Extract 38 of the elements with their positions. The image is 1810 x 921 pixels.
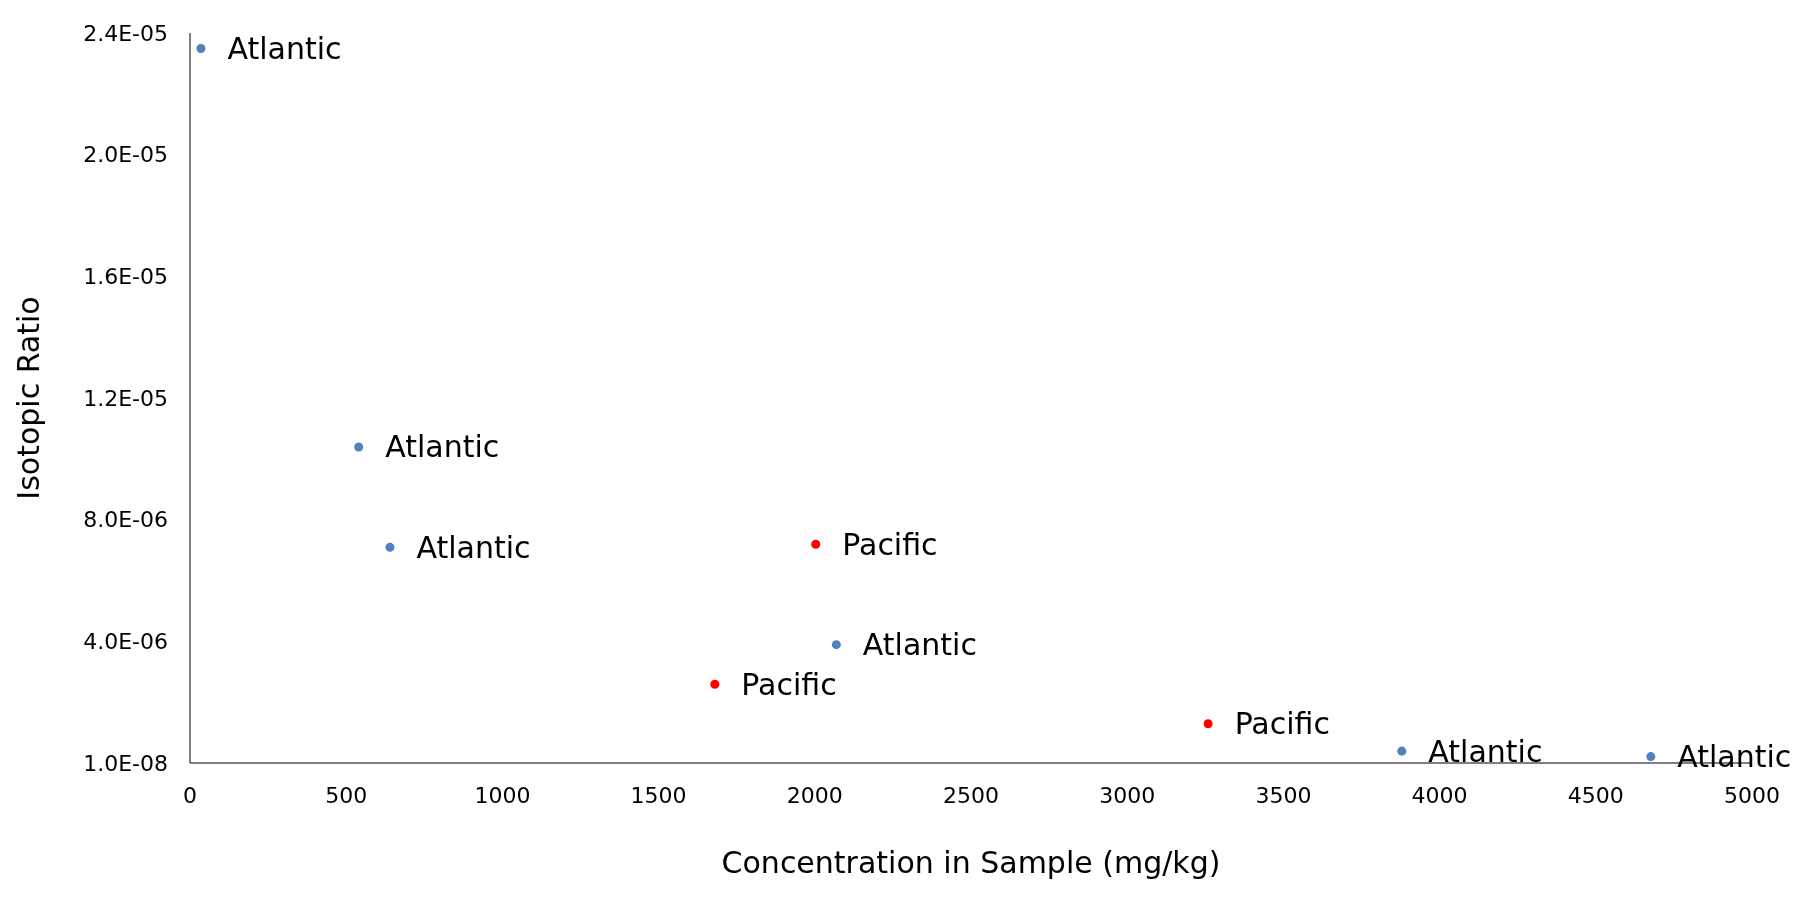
y-axis-title: Isotopic Ratio <box>10 296 46 500</box>
text: Pacific <box>1234 706 1330 742</box>
y-tick-label: 8.0E-06 <box>83 507 168 533</box>
text: Atlantic <box>416 529 531 565</box>
x-tick-label: 2000 <box>786 782 843 808</box>
text: Pacific <box>741 666 837 702</box>
x-tick-label: 3500 <box>1255 782 1312 808</box>
point <box>1397 746 1407 756</box>
point <box>196 44 206 54</box>
x-tick-label: 4500 <box>1567 782 1624 808</box>
x-tick-label: 500 <box>325 782 368 808</box>
series-label: Atlantic <box>227 31 342 67</box>
point <box>354 442 364 452</box>
y-tick-label: 1.6E-05 <box>83 264 168 290</box>
y-tick-label: 1.0E-08 <box>83 750 168 776</box>
series-label: Pacific <box>842 526 938 562</box>
point <box>385 542 395 552</box>
point <box>811 539 821 549</box>
x-axis-title: Concentration in Sample (mg/kg) <box>721 845 1221 880</box>
x-tick-label: 3000 <box>1099 782 1156 808</box>
text: Atlantic <box>1428 733 1543 769</box>
x-tick-label: 1500 <box>630 782 687 808</box>
y-tick-label: 2.4E-05 <box>83 20 168 46</box>
point <box>1646 752 1656 762</box>
x-tick-label: 1000 <box>474 782 531 808</box>
text: Atlantic <box>862 627 977 663</box>
text: Atlantic <box>385 429 500 465</box>
y-tick-label: 4.0E-06 <box>83 629 168 655</box>
point <box>831 640 841 650</box>
x-tick-label: 5000 <box>1724 782 1780 808</box>
x-tick-label: 0 <box>183 782 197 808</box>
x-tick-label: 2500 <box>943 782 999 808</box>
y-tick-label: 2.0E-05 <box>83 142 168 168</box>
y-tick-label: 1.2E-05 <box>83 385 168 411</box>
point <box>710 679 720 689</box>
point <box>1203 719 1213 729</box>
x-tick-label: 4000 <box>1411 782 1468 808</box>
text: Atlantic <box>1677 739 1792 775</box>
